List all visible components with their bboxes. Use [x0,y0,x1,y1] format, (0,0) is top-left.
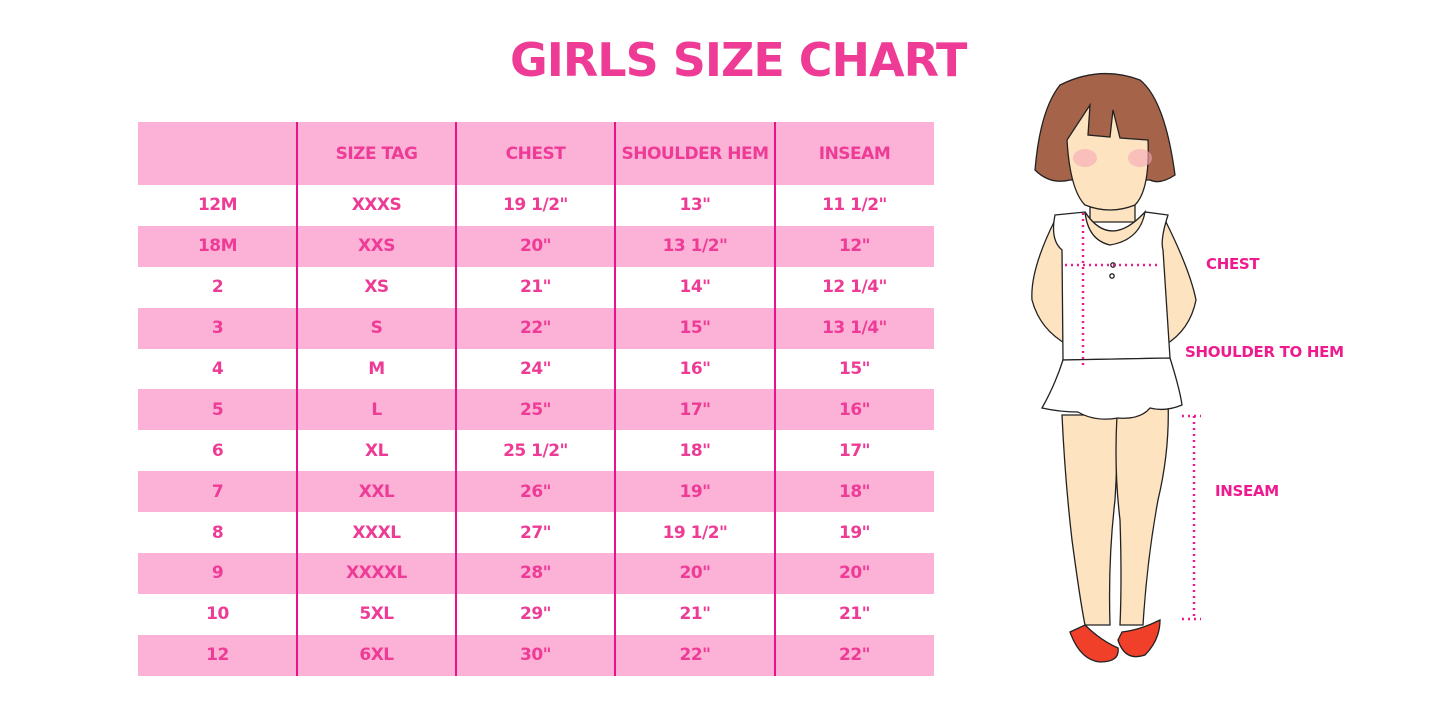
table-cell: 4 [211,359,224,379]
column-header: SHOULDER HEM [621,143,769,164]
left-shoe [1069,624,1119,663]
table-cell: 25" [519,399,552,420]
table-cell: 13 1/4" [822,318,887,339]
table-cell: XXL [358,481,395,502]
table-row: 8 XXXL 27" 19 1/2" 19" [138,512,934,553]
table-cell: 3 [211,318,224,339]
table-cell: 15" [838,359,871,379]
table-cell: 21" [519,277,552,298]
table-cell: 12 1/4" [822,277,887,298]
cheek [1128,149,1152,167]
table-cell: 8 [211,522,224,543]
inseam-label: INSEAM [1215,482,1279,500]
table-cell: 2 [211,277,224,298]
table-cell: 19 1/2" [662,522,728,543]
size-chart-table: SIZE TAG CHEST SHOULDER HEM INSEAM 12M XXXS 19… [138,122,934,676]
table-cell: XXXXL [346,563,407,584]
table-header-row: SIZE TAG CHEST SHOULDER HEM INSEAM [138,122,934,185]
table-cell: 12 [206,645,229,666]
table-cell: 19 1/2" [503,195,568,216]
table-cell: 20" [519,236,552,257]
chest-label: CHEST [1206,255,1260,273]
table-row: 9 XXXXL 28" 20" 20" [138,553,934,594]
table-cell: 18M [197,236,238,257]
table-cell: 12" [838,236,871,257]
table-cell: L [371,399,382,420]
table-cell: XXXS [351,195,402,216]
column-divider [614,122,616,676]
table-row: 2 XS 21" 14" 12 1/4" [138,267,934,308]
cheek [1073,149,1097,167]
column-divider [296,122,298,676]
table-cell: 12M [197,195,238,216]
column-header: SIZE TAG [335,143,418,164]
right-shoe [1117,618,1161,658]
table-cell: 21" [838,604,871,625]
column-header: CHEST [505,143,566,164]
left-leg [1061,414,1118,626]
table-cell: 20" [838,563,871,584]
table-cell: 16" [679,359,711,379]
table-cell: 6XL [359,645,394,666]
table-cell: 17" [838,440,871,461]
table-cell: 27" [519,522,552,543]
page-title: GIRLS SIZE CHART [510,33,967,87]
right-leg [1115,399,1169,626]
table-cell: 24" [519,359,552,379]
table-cell: 18" [679,440,711,461]
table-row: 3 S 22" 15" 13 1/4" [138,307,934,349]
left-arm [1031,219,1071,347]
table-cell: M [368,359,385,379]
table-cell: 9 [211,563,224,584]
table-cell: XXS [358,236,395,257]
table-cell: XL [365,440,388,461]
table-cell: 10 [206,604,229,625]
column-divider [774,122,776,676]
table-cell: 22" [519,318,552,339]
face [1066,102,1149,211]
table-row: 10 5XL 29" 21" 21" [138,594,934,635]
table-row: 4 M 24" 16" 15" [138,349,934,390]
column-divider [455,122,457,676]
table-cell: 21" [679,604,711,625]
table-cell: 13" [679,195,711,216]
table-cell: 25 1/2" [503,440,568,461]
shoulder-to-hem-label: SHOULDER TO HEM [1185,343,1344,361]
table-cell: 19" [679,481,711,502]
table-cell: 18" [838,481,871,502]
table-cell: XS [364,277,389,298]
table-cell: XXXL [352,522,401,543]
table-cell: 22" [679,645,711,666]
table-cell: 5XL [359,604,394,625]
table-cell: 17" [679,399,711,420]
table-row: 12M XXXS 19 1/2" 13" 11 1/2" [138,185,934,226]
table-cell: 11 1/2" [822,195,887,216]
table-cell: 30" [519,645,552,666]
table-cell: 29" [519,604,552,625]
table-cell: 19" [838,522,871,543]
table-cell: 7 [211,481,224,502]
table-cell: 6 [211,440,224,461]
right-arm [1159,218,1197,347]
table-row: 18M XXS 20" 13 1/2" 12" [138,225,934,267]
table-cell: S [370,318,383,339]
table-cell: 28" [519,563,552,584]
table-cell: 22" [838,645,871,666]
table-row: 5 L 25" 17" 16" [138,389,934,431]
table-cell: 5 [211,399,224,420]
table-cell: 15" [679,318,711,339]
skirt [1041,357,1183,420]
table-row: 12 6XL 30" 22" 22" [138,634,934,676]
table-cell: 20" [679,563,711,584]
table-row: 6 XL 25 1/2" 18" 17" [138,430,934,471]
table-row: 7 XXL 26" 19" 18" [138,471,934,513]
table-cell: 26" [519,481,552,502]
column-header: INSEAM [818,143,891,164]
table-cell: 14" [679,277,711,298]
table-cell: 13 1/2" [662,236,728,257]
table-cell: 16" [838,399,871,420]
